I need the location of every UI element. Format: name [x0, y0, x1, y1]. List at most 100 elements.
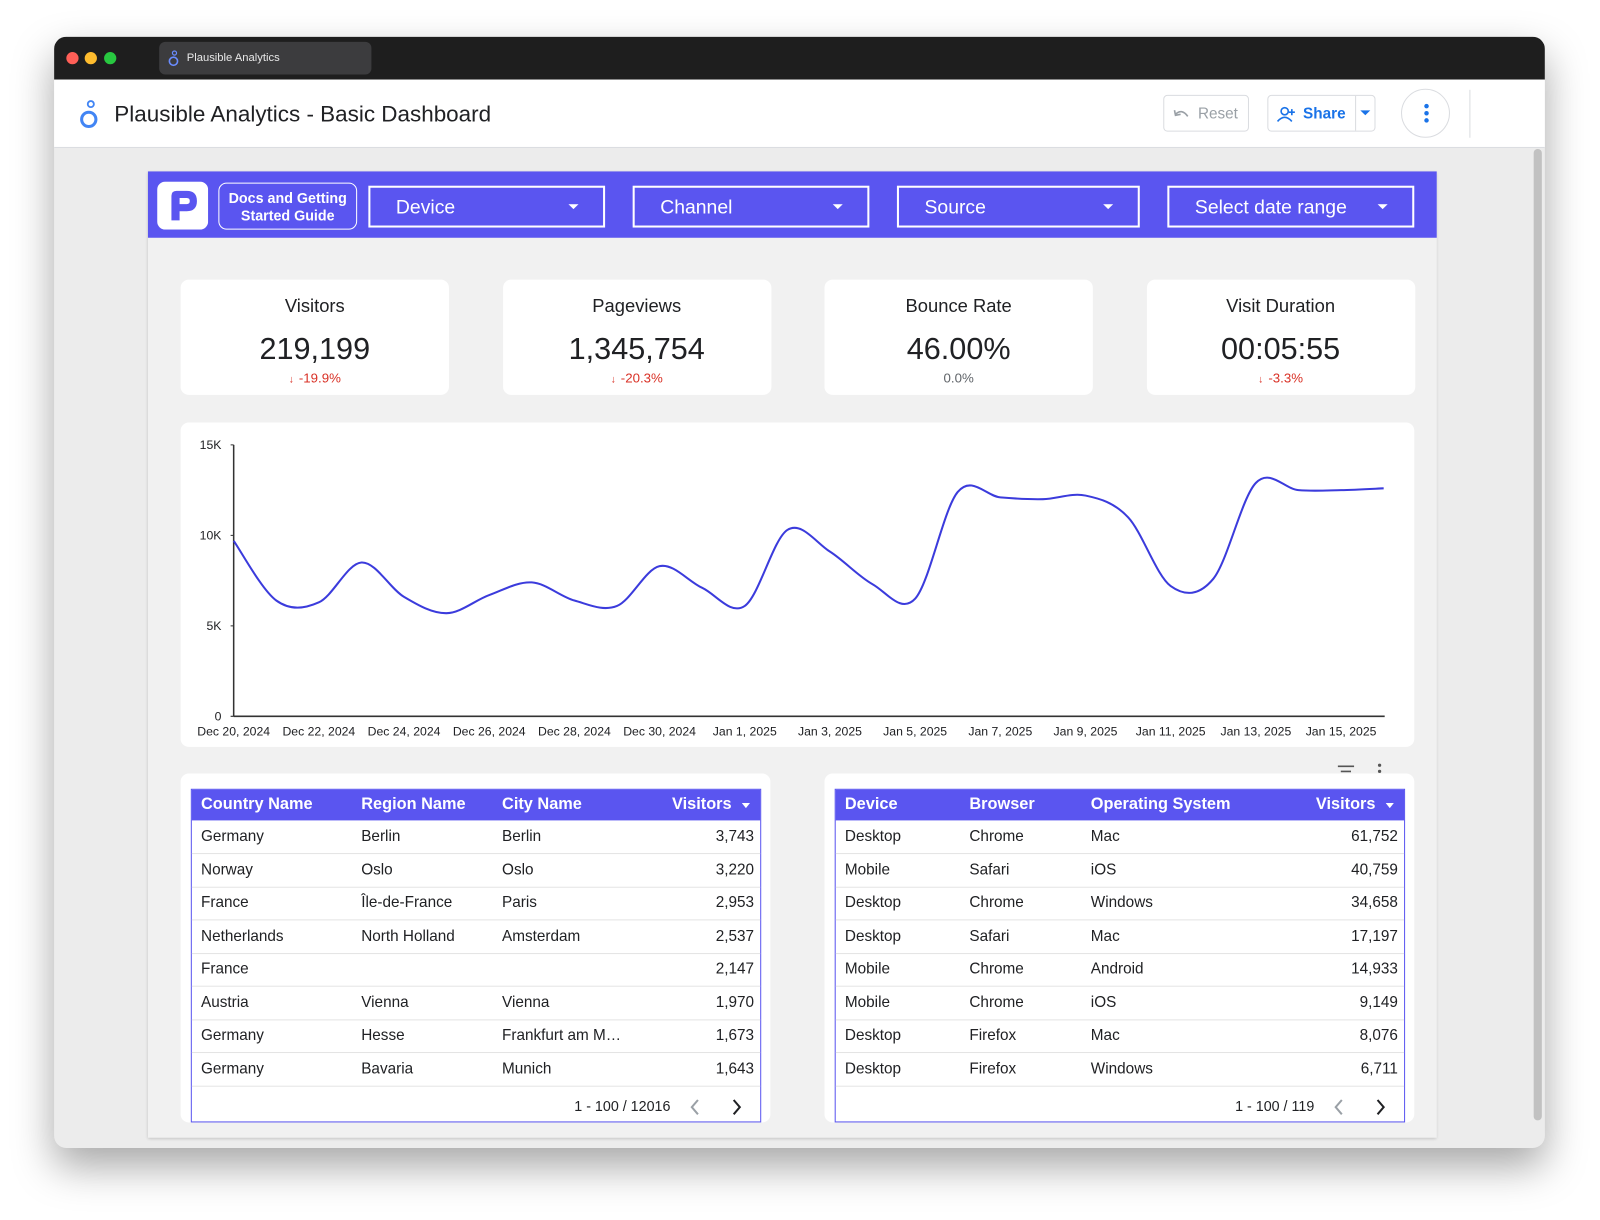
share-menu-caret[interactable] [1360, 110, 1371, 116]
pagination-label: 1 - 100 / 119 [1235, 1097, 1315, 1115]
table-cell: Mac [1090, 827, 1120, 845]
header-divider [1469, 89, 1471, 138]
table-cell: Firefox [969, 1059, 1017, 1078]
filter-dropdown[interactable]: Source [896, 185, 1140, 228]
table-cell: 14,933 [1351, 960, 1398, 978]
table-cell: Vienna [361, 993, 409, 1011]
table-header [191, 789, 761, 821]
table-cell: Bavaria [361, 1059, 414, 1078]
column-header[interactable]: Operating System [1090, 795, 1231, 814]
column-header[interactable]: Region Name [361, 795, 466, 814]
scrollbar[interactable] [1533, 148, 1542, 1121]
share-button[interactable]: Share [1267, 94, 1376, 132]
table-cell: 1,673 [715, 1026, 755, 1044]
row-divider [835, 886, 1405, 888]
sort-indicator[interactable] [1385, 803, 1394, 809]
table-cell: Germany [201, 1026, 264, 1044]
reset-button[interactable]: Reset [1163, 94, 1249, 132]
row-divider [191, 952, 761, 954]
column-header[interactable]: Country Name [201, 795, 313, 814]
table-cell: Desktop [844, 893, 902, 912]
kpi-value: 219,199 [259, 332, 371, 367]
table-cell: Oslo [502, 860, 534, 879]
chart-card: 0 5K 10K 15K Dec 20, 2024 Dec 22, 2024 Dec 24,… [180, 422, 1415, 747]
column-header[interactable]: Browser [969, 795, 1035, 814]
sort-indicator[interactable] [741, 803, 750, 809]
x-tick-label: Jan 9, 2025 [1054, 725, 1118, 739]
row-divider [835, 1018, 1405, 1020]
table-cell: 6,711 [1360, 1059, 1398, 1078]
kpi-label: Bounce Rate [905, 295, 1012, 317]
filter-dropdown[interactable]: Channel [632, 185, 870, 228]
column-header[interactable]: Visitors [1315, 795, 1376, 814]
caret [1377, 204, 1388, 210]
column-header[interactable]: Device [844, 795, 898, 814]
table-cell: 1,643 [715, 1059, 755, 1078]
x-tick-label: Jan 3, 2025 [798, 725, 862, 739]
next-page[interactable] [1376, 1099, 1386, 1115]
next-page[interactable] [732, 1099, 742, 1115]
minimize-button[interactable] [84, 52, 97, 65]
caret [1103, 204, 1114, 210]
dropdown-caret [1377, 204, 1388, 210]
zoom-button[interactable] [104, 52, 117, 65]
row-divider [835, 985, 1405, 987]
browser-tab[interactable]: Plausible Analytics [159, 41, 372, 75]
caret [568, 204, 579, 210]
close-button[interactable] [66, 52, 79, 65]
reset-icon [1173, 110, 1189, 117]
tab-title: Plausible Analytics [186, 52, 280, 65]
y-tick-label: 0 [215, 709, 222, 723]
scorecard: Pageviews 1,345,754 ↓ -20.3% [502, 279, 771, 395]
table-cell: 61,752 [1351, 827, 1398, 845]
table-cell: 2,537 [715, 927, 755, 945]
table-cell: Safari [969, 860, 1010, 879]
row-divider [191, 1018, 761, 1020]
x-tick-label: Jan 13, 2025 [1221, 725, 1292, 739]
table-cell: Munich [502, 1059, 552, 1078]
visitors-chart: 0 5K 10K 15K Dec 20, 2024 Dec 22, 2024 Dec 24,… [197, 438, 1385, 739]
table-cell: Chrome [969, 827, 1024, 845]
kpi-value: 00:05:55 [1221, 332, 1341, 367]
table-cell: Berlin [361, 827, 401, 845]
app-logo [80, 100, 98, 129]
table-cell: Chrome [969, 960, 1024, 978]
x-tick-label: Jan 1, 2025 [713, 725, 777, 739]
previous-page[interactable] [690, 1099, 699, 1115]
scorecard: Visit Duration 00:05:55 ↓ -3.3% [1146, 279, 1415, 395]
kpi-value: 1,345,754 [568, 332, 705, 367]
table-cell: Windows [1090, 893, 1153, 912]
table-cell: Desktop [844, 1059, 902, 1078]
row-divider [191, 1052, 761, 1054]
pagination-label: 1 - 100 / 12016 [574, 1097, 671, 1115]
trend-arrow: ↓ [1258, 374, 1264, 386]
x-tick-label: Dec 26, 2024 [453, 725, 526, 739]
table-cell: 34,658 [1351, 893, 1398, 912]
share-icon [1276, 106, 1295, 122]
filter-dropdown[interactable]: Device [368, 185, 606, 228]
row-divider [191, 1085, 761, 1087]
filter-dropdown[interactable]: Select date range [1167, 185, 1415, 228]
previous-page[interactable] [1334, 1099, 1343, 1115]
plausible-logo[interactable] [157, 181, 209, 230]
table-cell: Amsterdam [502, 927, 581, 945]
table-cell: Desktop [844, 927, 902, 945]
column-header[interactable]: City Name [502, 795, 582, 814]
share-divider [1355, 95, 1357, 131]
x-tick-label: Dec 28, 2024 [538, 725, 611, 739]
row-divider [191, 985, 761, 987]
docs-button[interactable]: Docs and Getting Started Guide [218, 182, 358, 230]
caret [832, 204, 843, 210]
column-header[interactable]: Visitors [672, 795, 732, 814]
more-menu[interactable] [1401, 88, 1450, 138]
kpi-change: 0.0% [943, 370, 974, 386]
data-table: Device Browser Operating System Visitors Des… [834, 788, 1406, 1123]
table-cell: iOS [1090, 860, 1117, 879]
x-tick-label: Dec 30, 2024 [623, 725, 696, 739]
table-cell: Germany [201, 827, 264, 845]
kpi-label: Pageviews [592, 295, 682, 317]
x-tick-label: Jan 11, 2025 [1136, 725, 1206, 739]
dropdown-caret [832, 204, 843, 210]
